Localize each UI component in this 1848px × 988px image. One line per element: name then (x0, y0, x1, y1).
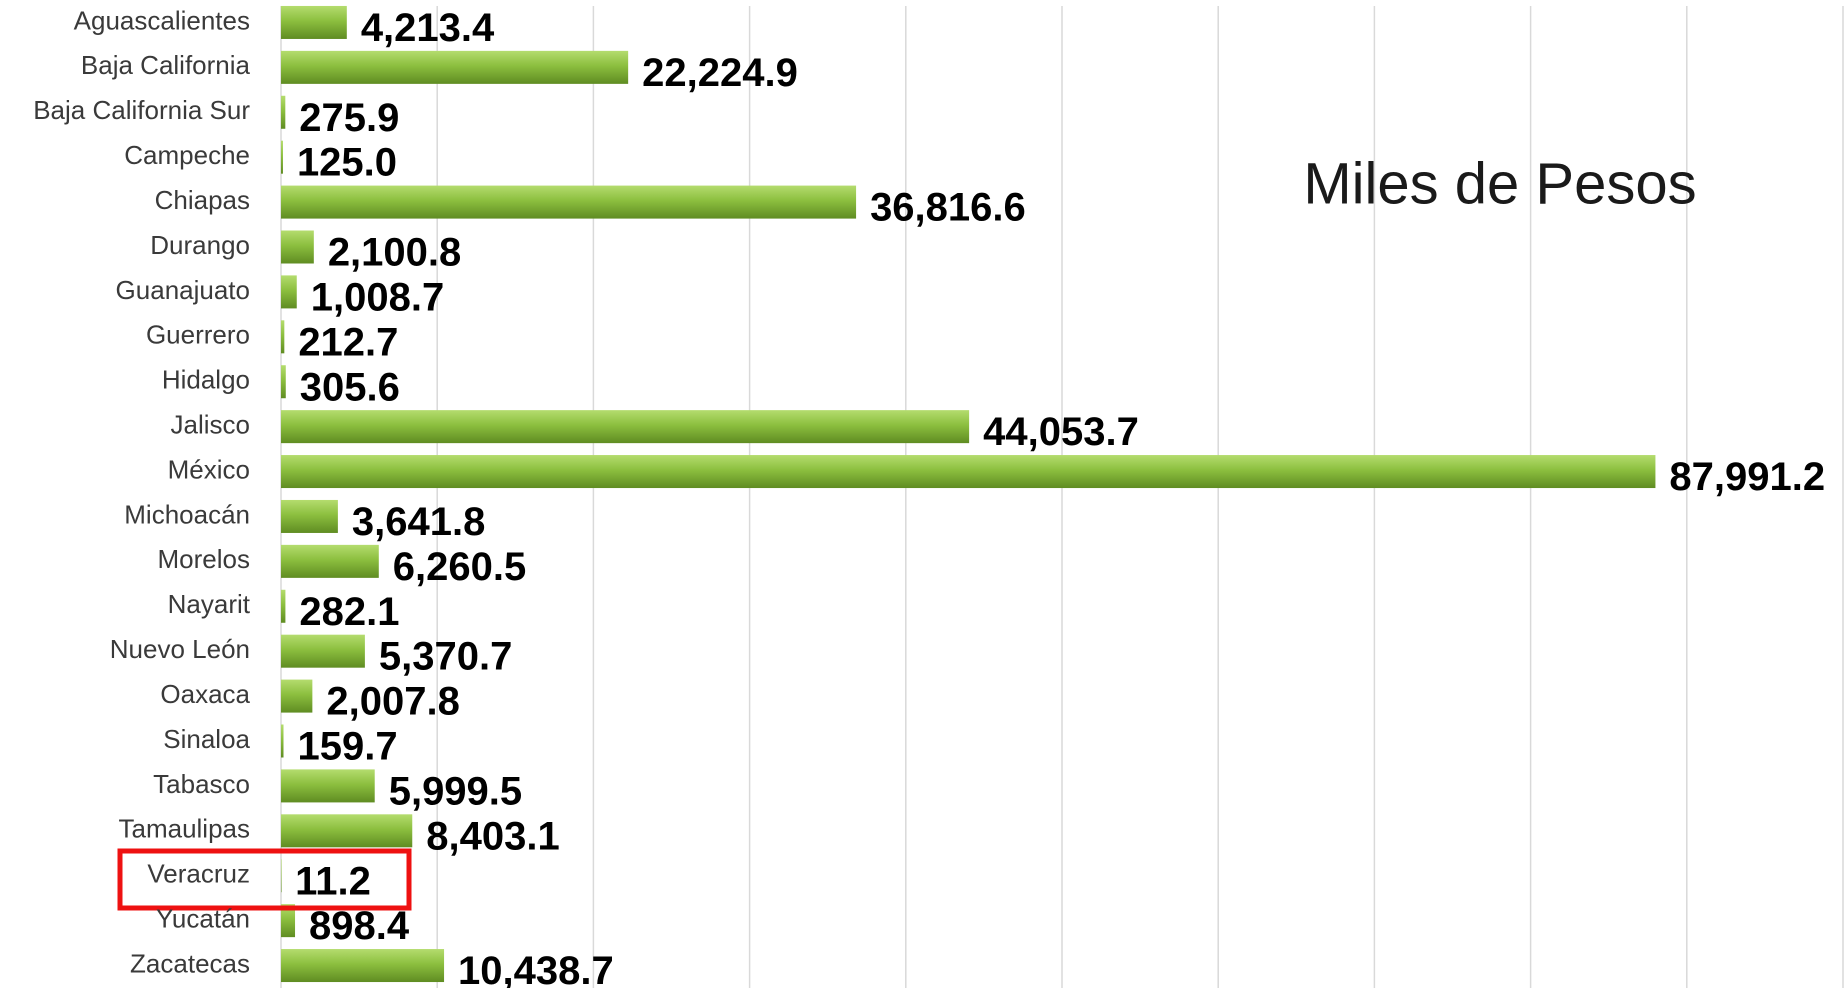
y-tick-label: Baja California Sur (33, 95, 250, 125)
y-tick-label: Tamaulipas (118, 814, 250, 844)
data-label: 5,370.7 (379, 635, 512, 679)
bar (281, 859, 282, 893)
data-label: 22,224.9 (642, 51, 798, 95)
bar (281, 140, 283, 174)
y-tick-label: Baja California (81, 50, 251, 80)
bar (281, 50, 629, 84)
data-label: 8,403.1 (426, 814, 559, 858)
bar (281, 589, 286, 623)
bar (281, 679, 313, 713)
data-label: 212.7 (298, 320, 398, 364)
bar (281, 949, 445, 983)
y-tick-label: Durango (150, 230, 250, 260)
bar (281, 95, 286, 129)
y-tick-label: Nayarit (168, 589, 251, 619)
data-label: 5,999.5 (389, 769, 522, 813)
bar (281, 455, 1656, 489)
data-label: 87,991.2 (1669, 455, 1825, 499)
data-label: 275.9 (299, 96, 399, 140)
y-tick-label: Hidalgo (162, 365, 250, 395)
data-label: 3,641.8 (352, 500, 485, 544)
data-label: 1,008.7 (311, 275, 444, 319)
data-label: 2,100.8 (328, 231, 461, 275)
y-tick-label: Guanajuato (116, 275, 250, 305)
y-tick-label: Oaxaca (160, 679, 250, 709)
y-tick-label: Campeche (124, 140, 250, 170)
y-tick-label: México (168, 454, 250, 484)
data-label: 6,260.5 (393, 545, 526, 589)
bar (281, 634, 365, 668)
bar (281, 814, 413, 848)
bar (281, 5, 347, 39)
y-tick-label: Jalisco (171, 410, 250, 440)
y-tick-label: Aguascalientes (74, 5, 250, 35)
bar (281, 365, 286, 399)
y-tick-label: Nuevo León (110, 634, 250, 664)
highlight-box (117, 848, 412, 911)
data-label: 10,438.7 (458, 949, 614, 988)
y-tick-label: Guerrero (146, 320, 250, 350)
y-tick-label: Morelos (158, 544, 250, 574)
data-label: 2,007.8 (326, 680, 459, 724)
data-label: 305.6 (300, 365, 400, 409)
data-label: 125.0 (297, 141, 397, 185)
y-tick-label: Veracruz (147, 859, 250, 889)
bar (281, 320, 285, 354)
bar (281, 904, 296, 938)
data-label: 282.1 (299, 590, 399, 634)
data-label: 36,816.6 (870, 186, 1026, 230)
bar (281, 499, 338, 533)
data-label: 4,213.4 (361, 6, 495, 50)
data-label: 159.7 (297, 725, 397, 769)
bar (281, 724, 284, 758)
bar (281, 185, 857, 219)
y-tick-label: Tabasco (153, 769, 250, 799)
y-tick-label: Chiapas (155, 185, 250, 215)
y-tick-label: Michoacán (124, 499, 250, 529)
y-tick-label: Zacatecas (130, 948, 250, 978)
bar (281, 544, 379, 578)
data-label: 11.2 (295, 859, 371, 903)
bar (281, 275, 297, 309)
chart-title: Miles de Pesos (1303, 151, 1696, 216)
y-tick-label: Yucatán (156, 904, 250, 934)
y-tick-label: Sinaloa (163, 724, 250, 754)
bar (281, 410, 970, 444)
data-label: 898.4 (309, 904, 410, 948)
data-label: 44,053.7 (983, 410, 1139, 454)
bar (281, 230, 314, 264)
bar (281, 769, 375, 803)
